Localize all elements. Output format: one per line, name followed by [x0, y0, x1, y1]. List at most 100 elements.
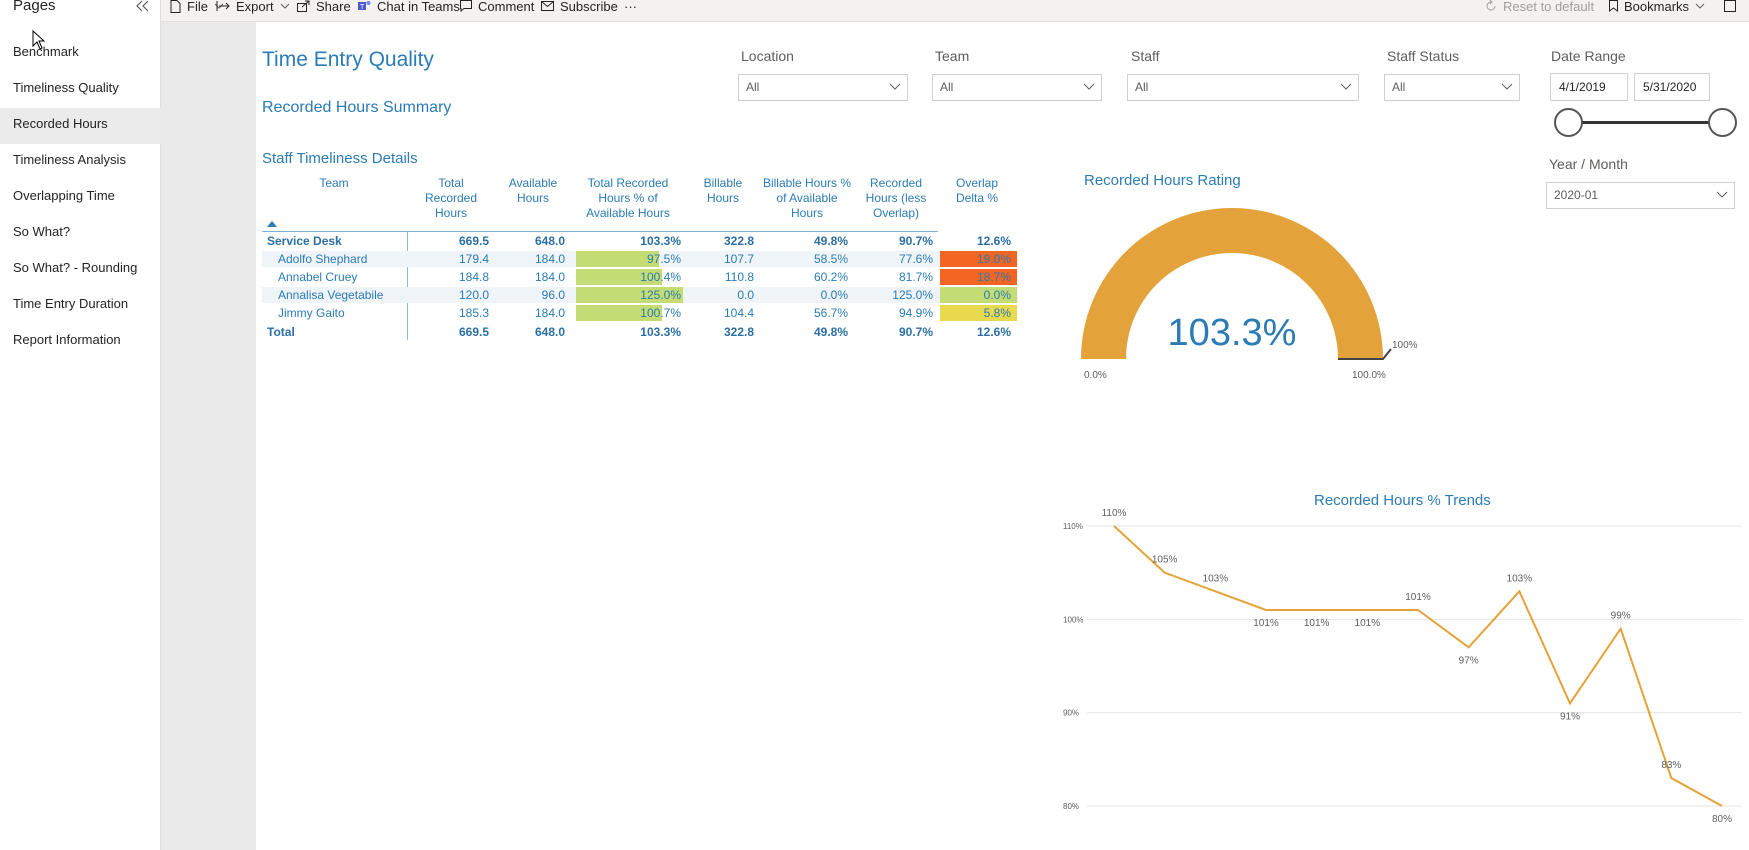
- chevron-down-icon: [214, 3, 224, 9]
- comment-icon: [460, 0, 472, 12]
- data-bar-fill: [576, 305, 663, 321]
- table-cell: 94.9%: [898, 306, 933, 320]
- team-slicer-label: Team: [935, 48, 970, 64]
- chevron-down-icon: [1695, 3, 1705, 9]
- chevron-down-icon: [280, 3, 289, 9]
- page-item-so-what[interactable]: So What?: [13, 224, 71, 239]
- view-icon: [1724, 0, 1736, 12]
- table-cell: 12.6%: [976, 325, 1011, 339]
- col-header-recorded-pct[interactable]: Total Recorded Hours % of Available Hour…: [586, 176, 670, 220]
- export-menu[interactable]: Export: [216, 0, 290, 14]
- gauge-fill: [1081, 208, 1383, 359]
- staff-status-dropdown[interactable]: All: [1384, 74, 1520, 101]
- mail-icon: [541, 1, 554, 11]
- file-icon: [170, 0, 181, 13]
- more-options-button[interactable]: ···: [624, 0, 637, 14]
- end-date-input[interactable]: 5/31/2020: [1634, 73, 1710, 101]
- table-cell: 179.4: [458, 252, 489, 266]
- team-dropdown[interactable]: All: [932, 74, 1102, 101]
- col-header-recorded-less-overlap[interactable]: Recorded Hours (less Overlap): [865, 176, 927, 220]
- page-item-report-information[interactable]: Report Information: [13, 332, 121, 347]
- recorded-hours-gauge: 103.3% 0.0% 100.0% 100%: [1081, 208, 1418, 381]
- heat-cell: [940, 251, 1017, 267]
- col-header-team[interactable]: Team: [319, 176, 349, 190]
- table-cell: 81.7%: [898, 270, 933, 284]
- subscribe-label: Subscribe: [560, 0, 618, 14]
- table-cell: 104.4: [723, 306, 754, 320]
- chat-in-teams-button[interactable]: T Chat in Teams: [358, 0, 460, 14]
- header-divider: [262, 231, 938, 232]
- data-label: 80%: [1712, 814, 1732, 825]
- location-dropdown[interactable]: All: [738, 74, 908, 101]
- pages-pane: Pages Benchmark Timeliness Quality Recor…: [0, 0, 161, 850]
- location-value: All: [746, 80, 760, 94]
- teams-icon: T: [358, 1, 371, 11]
- table-row[interactable]: Annabel Cruey 184.8 184.0 100.4% 110.8 60.2% 8…: [262, 269, 1018, 285]
- chevron-down-icon: [1716, 191, 1728, 198]
- report-canvas: Time Entry Quality Recorded Hours Summar…: [256, 22, 1749, 850]
- staff-dropdown[interactable]: All: [1127, 74, 1359, 101]
- table-cell: 5.8%: [983, 306, 1011, 320]
- table-cell: 58.5%: [813, 252, 848, 266]
- data-label: 105%: [1152, 555, 1178, 566]
- data-label: 101%: [1405, 592, 1431, 603]
- page-item-benchmark[interactable]: Benchmark: [13, 44, 79, 59]
- table-row[interactable]: Annalisa Vegetabile 120.0 96.0 125.0% 0.0 0.0…: [262, 287, 1018, 303]
- reset-label: Reset to default: [1503, 0, 1595, 14]
- share-label: Share: [316, 0, 351, 14]
- collapse-pane-icon[interactable]: [134, 0, 150, 13]
- table-row[interactable]: Adolfo Shephard 179.4 184.0 97.5% 107.7 58.5%…: [262, 251, 1018, 267]
- date-range-start-handle[interactable]: [1554, 108, 1583, 137]
- page-item-overlapping-time[interactable]: Overlapping Time: [13, 188, 115, 203]
- chevron-down-icon: [1083, 83, 1095, 90]
- page-item-timeliness-analysis[interactable]: Timeliness Analysis: [13, 152, 126, 167]
- col-header-overlap-delta[interactable]: Overlap Delta %: [955, 176, 999, 205]
- share-button[interactable]: Share: [297, 0, 351, 14]
- data-bar: [576, 251, 683, 267]
- mouse-pointer-icon: [32, 30, 46, 50]
- table-cell: 110.8: [724, 270, 754, 284]
- row-label: Adolfo Shephard: [278, 252, 368, 266]
- bookmarks-label: Bookmarks: [1624, 0, 1690, 14]
- bookmarks-menu[interactable]: Bookmarks: [1609, 0, 1705, 14]
- table-cell: 125.0%: [892, 288, 933, 302]
- table-cell: 90.7%: [898, 234, 933, 248]
- gauge-value: 103.3%: [1168, 312, 1297, 354]
- file-menu[interactable]: File: [170, 0, 224, 14]
- data-bar-fill: [576, 287, 683, 303]
- col-header-billable[interactable]: Billable Hours: [703, 176, 743, 205]
- staff-status-slicer-label: Staff Status: [1387, 48, 1460, 64]
- view-menu[interactable]: [1724, 0, 1736, 14]
- gauge-target-label: 100%: [1392, 340, 1418, 351]
- details-title: Staff Timeliness Details: [262, 150, 418, 167]
- table-row[interactable]: Jimmy Gaito 185.3 184.0 100.7% 104.4 56.7% 94.…: [262, 305, 1018, 321]
- col-header-available[interactable]: Available Hours: [508, 176, 558, 205]
- sort-ascending-icon[interactable]: [267, 221, 277, 227]
- table-cell: 322.8: [723, 234, 754, 248]
- table-cell: 60.2%: [813, 270, 848, 284]
- heat-cell: [940, 269, 1017, 285]
- total-row[interactable]: Total 669.5 648.0 103.3% 322.8 49.8% 90.7% 12.6…: [262, 324, 1018, 340]
- svg-text:T: T: [360, 4, 365, 11]
- page-item-time-entry-duration[interactable]: Time Entry Duration: [13, 296, 129, 311]
- y-tick-label: 110%: [1063, 522, 1083, 531]
- heat-cell: [940, 305, 1017, 321]
- date-range-end-handle[interactable]: [1708, 108, 1737, 137]
- page-item-recorded-hours[interactable]: Recorded Hours: [0, 108, 161, 144]
- table-cell: 97.5%: [646, 252, 681, 266]
- comment-button[interactable]: Comment: [460, 0, 534, 14]
- row-label: Service Desk: [267, 234, 342, 248]
- start-date-input[interactable]: 4/1/2019: [1550, 73, 1628, 101]
- reset-to-default-button[interactable]: Reset to default: [1485, 0, 1594, 14]
- row-label: Annabel Cruey: [278, 270, 358, 284]
- subscribe-button[interactable]: Subscribe: [541, 0, 618, 14]
- table-cell: 184.8: [458, 270, 489, 284]
- col-header-billable-pct[interactable]: Billable Hours % of Available Hours: [762, 176, 852, 220]
- more-options-icon: ···: [624, 0, 637, 14]
- date-range-slider-track[interactable]: [1570, 121, 1722, 124]
- year-month-dropdown[interactable]: 2020-01: [1546, 182, 1735, 209]
- page-item-so-what-rounding[interactable]: So What? - Rounding: [13, 260, 138, 275]
- col-header-total-recorded[interactable]: Total Recorded Hours: [424, 176, 478, 220]
- page-item-timeliness-quality[interactable]: Timeliness Quality: [13, 80, 119, 95]
- group-row[interactable]: Service Desk 669.5 648.0 103.3% 322.8 49.8% 90…: [262, 233, 1018, 249]
